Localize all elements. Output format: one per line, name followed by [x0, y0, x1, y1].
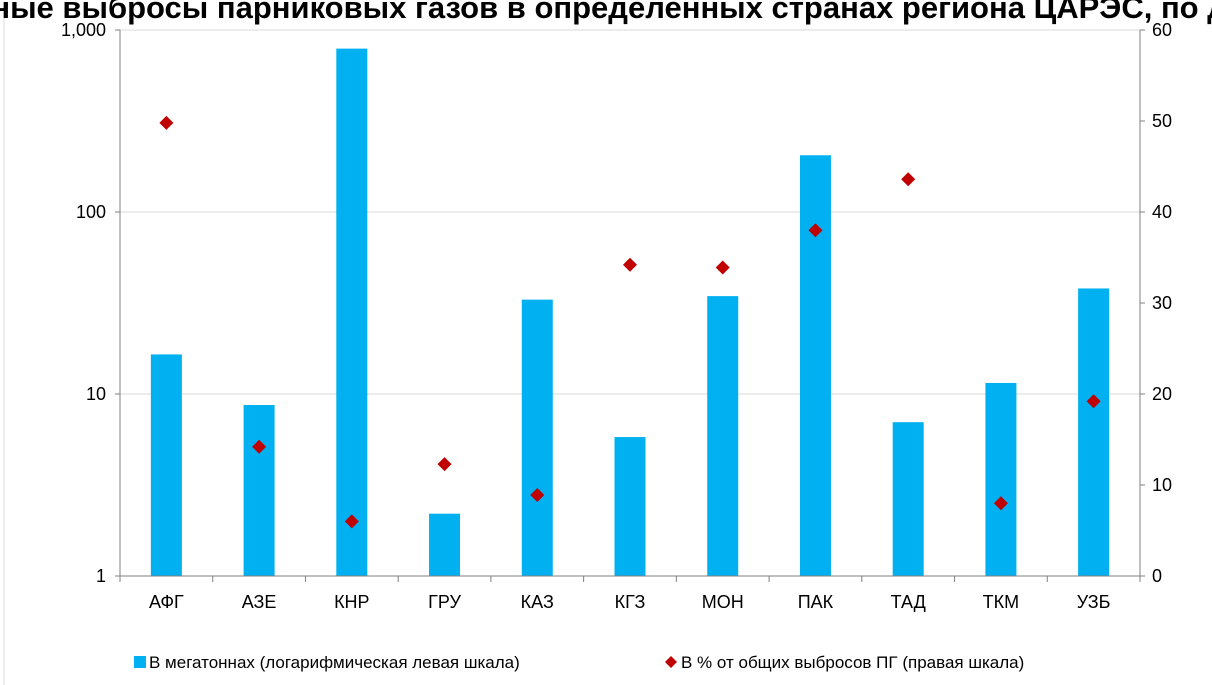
- marker-series: [159, 115, 1101, 529]
- bar: [150, 354, 182, 576]
- marker: [1086, 394, 1101, 409]
- category-label: КГЗ: [615, 592, 646, 612]
- marker: [993, 496, 1008, 511]
- right-tick-label: 60: [1152, 20, 1172, 40]
- legend: В мегатоннах (логарифмическая левая шкал…: [134, 653, 1024, 672]
- category-label: МОН: [702, 592, 744, 612]
- category-label: АФГ: [149, 592, 184, 612]
- marker: [808, 223, 823, 238]
- right-tick-label: 40: [1152, 202, 1172, 222]
- marker: [623, 257, 637, 272]
- marker: [901, 172, 916, 187]
- marker: [344, 514, 359, 529]
- left-tick-label: 10: [86, 384, 106, 404]
- left-tick-label: 1,000: [61, 20, 106, 40]
- right-axis-ticks: 0 10 20 30 40 50 60: [1152, 20, 1172, 586]
- right-tick-label: 30: [1152, 293, 1172, 313]
- category-label: КНР: [334, 592, 370, 612]
- legend-bar-swatch: [134, 656, 146, 668]
- left-tick-label: 1: [96, 566, 106, 586]
- marker: [530, 488, 545, 503]
- right-tick-label: 50: [1152, 111, 1172, 131]
- bar-series: [150, 48, 1110, 576]
- gridlines: [120, 29, 1140, 395]
- bar: [429, 513, 461, 576]
- right-tick-label: 10: [1152, 475, 1172, 495]
- marker: [252, 439, 267, 454]
- category-labels: АФГ АЗЕ КНР ГРУ КАЗ КГЗ МОН ПАК ТАД ТКМ УЗБ: [149, 592, 1111, 612]
- axes: [115, 29, 1145, 582]
- bar: [707, 296, 739, 576]
- bar: [243, 405, 275, 576]
- bar: [892, 422, 924, 576]
- marker: [437, 457, 452, 472]
- right-tick-label: 20: [1152, 384, 1172, 404]
- bar: [799, 155, 831, 576]
- bar: [1078, 288, 1110, 576]
- category-label: ГРУ: [428, 592, 461, 612]
- category-label: АЗЕ: [242, 592, 277, 612]
- bar: [614, 437, 646, 576]
- category-label: ТКМ: [983, 592, 1019, 612]
- right-tick-label: 0: [1152, 566, 1162, 586]
- legend-marker-label: В % от общих выбросов ПГ (правая шкала): [681, 653, 1024, 672]
- left-tick-label: 100: [76, 202, 106, 222]
- category-label: УЗБ: [1077, 592, 1111, 612]
- category-label: КАЗ: [521, 592, 554, 612]
- category-label: ПАК: [798, 592, 834, 612]
- legend-bar-label: В мегатоннах (логарифмическая левая шкал…: [149, 653, 520, 672]
- left-axis-ticks: 1 10 100 1,000: [61, 20, 106, 586]
- marker: [715, 260, 730, 275]
- legend-marker-swatch: [665, 656, 677, 668]
- bar: [336, 48, 368, 576]
- category-label: ТАД: [891, 592, 926, 612]
- marker: [159, 115, 174, 130]
- chart-title: ународные выбросы парниковых газов в опр…: [0, 0, 1212, 25]
- bar: [985, 382, 1017, 576]
- bar: [521, 299, 553, 576]
